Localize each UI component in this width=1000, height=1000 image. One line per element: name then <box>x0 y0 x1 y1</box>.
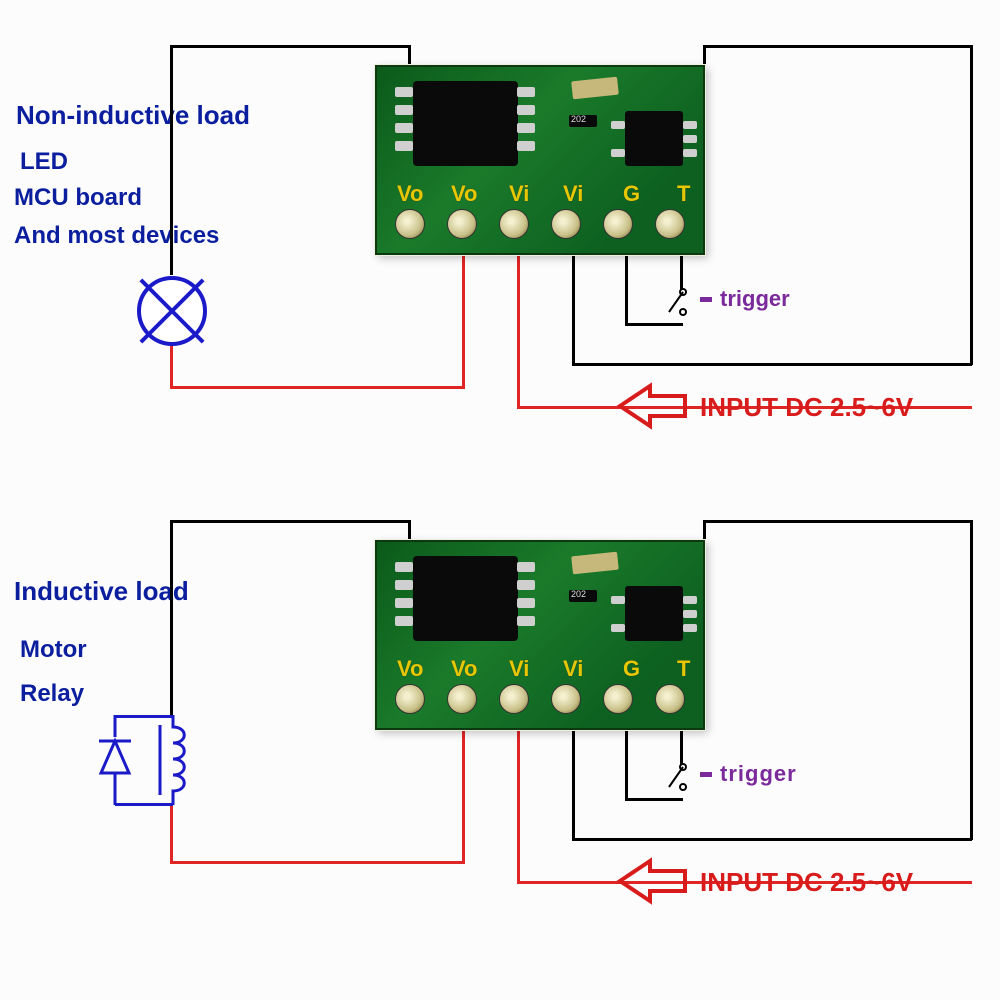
wire-black-top-horz <box>170 45 410 48</box>
pin-vo-0-b: Vo <box>397 656 423 682</box>
wire-black-loop-vert2 <box>970 45 973 365</box>
pad-row <box>395 209 685 243</box>
pin-vi-1-b: Vi <box>563 656 583 682</box>
wire-black-btm-vert-left <box>170 520 173 715</box>
wire-black-loop-btm-vert2 <box>970 520 973 840</box>
wire-black-loop-vert3 <box>703 45 706 65</box>
trigger-dash-top <box>700 297 712 302</box>
bottom-title: Inductive load <box>14 576 189 607</box>
wire-red-lamp-horz <box>170 386 465 389</box>
pin-vi-0: Vi <box>509 181 529 207</box>
wire-trigger-bottom <box>625 323 683 326</box>
trigger-switch-btm <box>663 761 703 791</box>
wire-red-vo1-down <box>462 235 465 388</box>
trigger-label-top: trigger <box>720 286 790 312</box>
wire-red-vi0-down <box>517 235 520 408</box>
wire-black-top-vert-left <box>170 45 173 275</box>
wire-black-loop-btm-horz2 <box>703 520 973 523</box>
pin-vo-1-b: Vo <box>451 656 477 682</box>
pcb-bottom: 202 Vo Vo Vi Vi G T <box>375 540 705 730</box>
pin-t: T <box>677 181 690 207</box>
wire-trigger-bottom-btm <box>625 798 683 801</box>
pin-vo-0: Vo <box>397 181 423 207</box>
trigger-dash-btm <box>700 772 712 777</box>
bottom-sub-motor: Motor <box>20 636 87 664</box>
inductor-icon <box>158 715 188 805</box>
bottom-sub-relay: Relay <box>20 680 84 708</box>
chip-large <box>413 81 518 166</box>
wire-red-btm-vo1-down <box>462 710 465 863</box>
pin-g-b: G <box>623 656 640 682</box>
pin-vo-1: Vo <box>451 181 477 207</box>
wire-red-btm-load-vert <box>170 805 173 863</box>
pcb-top: 202 Vo Vo Vi Vi G T <box>375 65 705 255</box>
lamp-icon <box>137 276 207 346</box>
wire-black-loop-btm-vert3 <box>703 520 706 540</box>
smd-cap <box>571 77 619 100</box>
wire-red-lamp-vert <box>170 346 173 388</box>
wire-black-btm-horz <box>170 520 410 523</box>
input-arrow-btm <box>620 861 685 901</box>
input-arrow-top <box>620 386 685 426</box>
chip-large-b <box>413 556 518 641</box>
wire-red-btm-vi0-down <box>517 710 520 883</box>
pin-g: G <box>623 181 640 207</box>
pin-vi-1: Vi <box>563 181 583 207</box>
top-sub-led: LED <box>20 148 68 176</box>
wire-black-loop-btm-horz1 <box>572 838 972 841</box>
smd-marking-b: 202 <box>571 589 586 599</box>
top-sub-mcu: MCU board <box>14 184 142 212</box>
wire-red-btm-load-horz <box>170 861 465 864</box>
smd-marking: 202 <box>571 114 586 124</box>
trigger-label-btm: trigger <box>720 761 797 787</box>
pin-vi-0-b: Vi <box>509 656 529 682</box>
top-title: Non-inductive load <box>16 100 250 131</box>
trigger-switch-top <box>663 286 703 316</box>
pin-t-b: T <box>677 656 690 682</box>
top-sub-devices: And most devices <box>14 222 219 250</box>
chip-small <box>625 111 683 166</box>
diode-icon <box>95 715 135 805</box>
input-label-top: INPUT DC 2.5~6V <box>700 392 913 423</box>
wire-black-loop-horz2 <box>703 45 973 48</box>
wire-black-loop-horz1 <box>572 363 972 366</box>
input-label-btm: INPUT DC 2.5~6V <box>700 867 913 898</box>
